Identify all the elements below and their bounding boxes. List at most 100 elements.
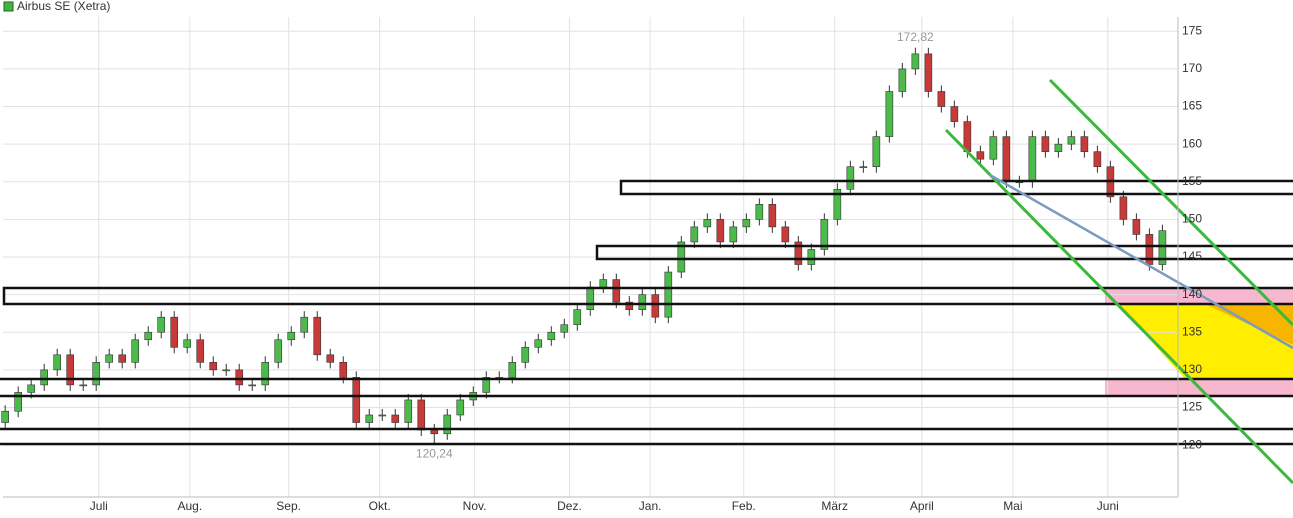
candle-body [27, 384, 36, 393]
candle-body [1145, 234, 1154, 265]
candle-body [287, 331, 296, 341]
x-tick-label: Juni [1097, 499, 1119, 513]
pink-zone [1105, 288, 1293, 304]
legend-label: Airbus SE (Xetra) [17, 0, 110, 13]
candle-body [105, 354, 114, 363]
candle-body [417, 399, 426, 431]
candle-body [196, 339, 205, 363]
candle-body [716, 219, 725, 243]
level-box [2, 286, 1293, 306]
candle-body [430, 429, 439, 435]
candle-body [612, 279, 621, 303]
candle-body [300, 316, 309, 333]
trend-line [989, 173, 1293, 350]
y-tick-label: 175 [1182, 23, 1202, 37]
candle-body [989, 136, 998, 160]
level-box [595, 244, 1293, 261]
candle-body [768, 204, 777, 228]
x-tick-label: März [821, 499, 848, 513]
candle-body [560, 324, 569, 333]
level-box [0, 377, 1293, 398]
candle-body [872, 136, 881, 168]
candle-body [40, 369, 49, 386]
annotation: 172,82 [897, 30, 934, 44]
x-tick-label: Juli [90, 499, 108, 513]
y-tick-label: 125 [1182, 400, 1202, 414]
candle-body [846, 166, 855, 190]
candle-body [1093, 151, 1102, 168]
y-tick-label: 120 [1182, 437, 1202, 451]
candle-body [261, 362, 270, 386]
candle-body [547, 331, 556, 341]
candle-body [378, 414, 387, 417]
candle-body [664, 271, 673, 318]
y-tick-label: 135 [1182, 324, 1202, 338]
trend-line [944, 128, 1293, 485]
x-tick-label: Sep. [276, 499, 301, 513]
annotation: 120,24 [416, 446, 453, 460]
candle-body [248, 384, 257, 387]
candle-body [92, 362, 101, 386]
candle-body [1158, 230, 1167, 265]
candle-body [482, 377, 491, 393]
candle-body [833, 188, 842, 220]
candle-body [222, 369, 231, 372]
candle-body [807, 249, 816, 265]
candle-body [1067, 136, 1076, 145]
candle-body [170, 316, 179, 348]
candle-body [131, 339, 140, 363]
candle-body [794, 241, 803, 265]
candle-body [365, 414, 374, 423]
candle-body [274, 339, 283, 363]
candle-body [352, 377, 361, 423]
candle-body [1, 410, 10, 423]
candle-body [859, 166, 868, 169]
candle-body [937, 91, 946, 107]
candle-body [586, 286, 595, 310]
y-tick-label: 160 [1182, 136, 1202, 150]
candle-body [118, 354, 127, 363]
candle-body [950, 106, 959, 122]
candle-body [781, 226, 790, 243]
x-tick-label: April [910, 499, 934, 513]
candle-body [235, 369, 244, 386]
candle-body [326, 354, 335, 363]
candle-body [625, 301, 634, 310]
candle-body [391, 414, 400, 423]
candle-body [677, 241, 686, 273]
x-tick-label: Okt. [369, 499, 391, 513]
y-tick-label: 130 [1182, 362, 1202, 376]
candle-body [456, 399, 465, 416]
candle-body [534, 339, 543, 348]
y-tick-label: 155 [1182, 174, 1202, 188]
y-tick-label: 165 [1182, 99, 1202, 113]
candle-body [573, 309, 582, 326]
y-tick-label: 140 [1182, 287, 1202, 301]
level-box [0, 427, 1293, 446]
trend-line [1048, 78, 1293, 327]
candle-body [1054, 143, 1063, 152]
candle-body [508, 362, 517, 378]
candle-body [66, 354, 75, 386]
candle-body [1080, 136, 1089, 152]
y-tick-label: 170 [1182, 61, 1202, 75]
x-tick-label: Aug. [177, 499, 202, 513]
candle-body [443, 414, 452, 435]
x-tick-label: Mai [1003, 499, 1022, 513]
x-tick-label: Dez. [557, 499, 582, 513]
candle-body [911, 53, 920, 70]
candle-body [339, 362, 348, 378]
y-tick-label: 150 [1182, 212, 1202, 226]
x-tick-label: Feb. [732, 499, 756, 513]
candle-body [14, 392, 23, 412]
candle-body [404, 399, 413, 423]
overlays [0, 78, 1293, 485]
candle-body [183, 339, 192, 348]
candle-body [638, 294, 647, 310]
candle-body [690, 226, 699, 243]
candle-body [742, 219, 751, 228]
candle-body [1132, 219, 1141, 235]
candle-body [209, 362, 218, 371]
candle-body [820, 219, 829, 250]
